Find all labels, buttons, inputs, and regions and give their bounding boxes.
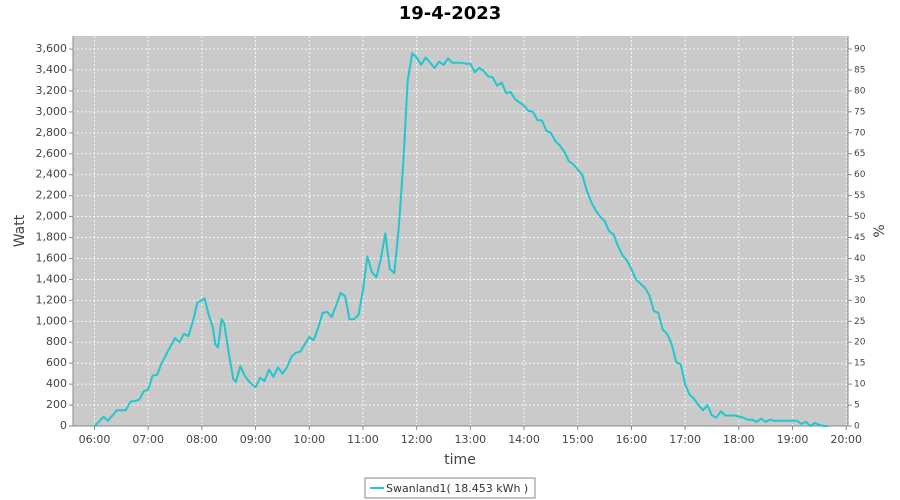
- x-tick-label: 17:00: [669, 433, 701, 446]
- y-tick-label: 800: [46, 335, 67, 348]
- y2-tick-label: 70: [854, 128, 866, 138]
- y-tick-label: 3,600: [36, 42, 68, 55]
- y2-tick-label: 60: [854, 170, 866, 180]
- x-tick-label: 20:00: [830, 433, 862, 446]
- y-tick-label: 2,200: [36, 189, 68, 202]
- y2-tick-label: 20: [854, 338, 866, 348]
- legend-label: Swanland1( 18.453 kWh ): [386, 482, 528, 495]
- y-tick-label: 1,000: [36, 314, 68, 327]
- y2-tick-label: 40: [854, 254, 866, 264]
- y2-tick-label: 0: [854, 422, 860, 432]
- y2-tick-label: 85: [854, 65, 865, 75]
- y-tick-label: 3,000: [36, 105, 68, 118]
- y2-tick-label: 15: [854, 359, 865, 369]
- x-tick-label: 13:00: [454, 433, 486, 446]
- y-tick-label: 200: [46, 398, 67, 411]
- x-tick-label: 07:00: [132, 433, 164, 446]
- y-axis-title: Watt: [12, 214, 28, 247]
- y-tick-label: 400: [46, 377, 67, 390]
- y-tick-label: 2,800: [36, 126, 68, 139]
- x-tick-label: 11:00: [347, 433, 379, 446]
- y-tick-label: 1,200: [36, 293, 68, 306]
- y2-tick-label: 25: [854, 317, 865, 327]
- y-tick-label: 2,400: [36, 168, 68, 181]
- y2-axis-title: %: [872, 224, 888, 237]
- y-tick-label: 0: [60, 419, 67, 432]
- x-tick-label: 12:00: [401, 433, 433, 446]
- series-line: [93, 52, 829, 427]
- x-tick-label: 16:00: [616, 433, 648, 446]
- y-tick-label: 2,000: [36, 210, 68, 223]
- y2-tick-label: 90: [854, 44, 866, 54]
- y-tick-label: 1,600: [36, 251, 68, 264]
- x-tick-label: 19:00: [777, 433, 809, 446]
- y-tick-label: 3,200: [36, 84, 68, 97]
- x-tick-label: 14:00: [508, 433, 540, 446]
- y-tick-label: 1,800: [36, 231, 68, 244]
- x-tick-label: 15:00: [562, 433, 594, 446]
- y-tick-label: 3,400: [36, 63, 68, 76]
- x-tick-label: 18:00: [723, 433, 755, 446]
- x-tick-label: 09:00: [240, 433, 272, 446]
- y2-tick-label: 80: [854, 86, 866, 96]
- y2-tick-label: 65: [854, 149, 865, 159]
- legend: [364, 477, 536, 499]
- x-tick-label: 08:00: [186, 433, 218, 446]
- y2-tick-label: 45: [854, 233, 865, 243]
- y-tick-label: 2,600: [36, 147, 68, 160]
- chart-title: 19-4-2023: [399, 3, 502, 24]
- y2-tick-label: 50: [854, 212, 866, 222]
- x-tick-label: 10:00: [293, 433, 325, 446]
- y2-tick-label: 30: [854, 296, 866, 306]
- y2-tick-label: 35: [854, 275, 865, 285]
- x-axis-title: time: [444, 452, 476, 468]
- plot-area: [73, 36, 848, 426]
- y2-tick-label: 55: [854, 191, 865, 201]
- y-tick-label: 1,400: [36, 272, 68, 285]
- y2-tick-label: 75: [854, 107, 865, 117]
- y2-tick-label: 5: [854, 401, 860, 411]
- x-tick-label: 06:00: [79, 433, 111, 446]
- y2-tick-label: 10: [854, 380, 866, 390]
- y-tick-label: 600: [46, 356, 67, 369]
